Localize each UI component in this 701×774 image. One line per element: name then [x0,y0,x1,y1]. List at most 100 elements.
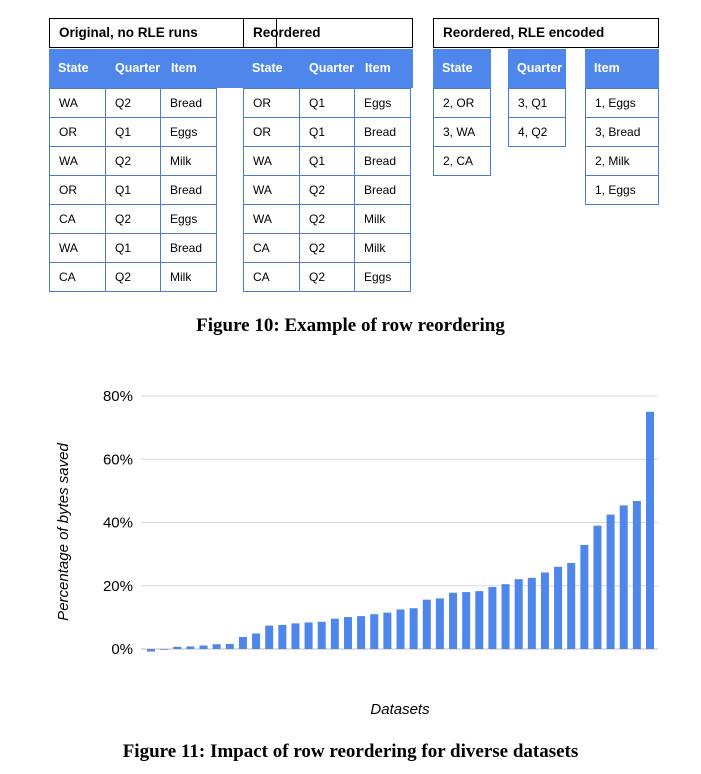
table-row: OR Q1 Eggs [243,88,413,118]
cell-quarter: Q1 [105,233,161,263]
table-row: CA Q2 Milk [49,262,277,292]
cell-quarter: Q2 [299,262,355,292]
y-tick-label: 40% [103,515,133,532]
cell-item: Eggs [160,117,217,147]
chart-bar [343,617,352,649]
table-row: CA Q2 Eggs [49,204,277,234]
cell-state: WA [49,146,106,176]
column-header-item: Item [365,61,391,75]
cell-item: Bread [354,146,411,176]
table-row: WA Q1 Bread [49,233,277,263]
cell-item: Eggs [354,262,411,292]
chart-bar [514,579,523,649]
chart-bar [238,636,247,649]
rle-cell-quarter: 4, Q2 [508,117,566,147]
table-body: WA Q2 Bread OR Q1 Eggs WA Q2 Milk OR Q1 Bread CA Q2 Eg… [49,88,277,292]
cell-quarter: Q1 [105,175,161,205]
chart-bar [580,544,589,649]
chart-bar [317,621,326,649]
cell-item: Eggs [160,204,217,234]
chart-bar [291,623,300,649]
cell-item: Milk [354,233,411,263]
chart-bar [501,584,510,649]
chart-bar [147,649,155,652]
chart-bar [186,646,195,649]
chart-bar [449,592,458,649]
rle-cell-item: 3, Bread [585,117,659,147]
chart-bar [619,505,628,649]
cell-state: OR [243,88,300,118]
cell-state: WA [243,204,300,234]
rle-cell-state: 2, OR [433,88,491,118]
chart-bar [265,625,274,649]
cell-quarter: Q2 [299,204,355,234]
table-header-row: State Quarter Item [433,49,659,88]
chart-bar [304,622,313,649]
cell-state: CA [243,233,300,263]
rle-column-item: 1, Eggs 3, Bread 2, Milk 1, Eggs [585,88,659,205]
cell-state: WA [49,233,106,263]
table-title: Reordered [243,18,413,48]
table-header-row: State Quarter Item [243,49,413,88]
cell-state: WA [243,175,300,205]
chart-bar [422,599,431,649]
chart-bar [173,646,182,649]
table-reordered: Reordered State Quarter Item OR Q1 Eggs OR Q… [243,18,413,292]
figure-11-caption: Figure 11: Impact of row reordering for … [122,741,579,762]
chart-bar [554,566,563,649]
table-row: WA Q2 Bread [243,175,413,205]
cell-quarter: Q1 [299,117,355,147]
table-title: Reordered, RLE encoded [433,18,659,48]
chart-bar [540,572,549,649]
cell-quarter: Q2 [299,233,355,263]
cell-quarter: Q2 [105,262,161,292]
x-axis-label: Datasets [370,701,430,718]
column-header-state: State [252,61,283,75]
cell-state: CA [49,204,106,234]
cell-item: Bread [160,175,217,205]
table-row: OR Q1 Bread [49,175,277,205]
table-row: CA Q2 Milk [243,233,413,263]
cell-quarter: Q2 [105,204,161,234]
table-original: Original, no RLE runs State Quarter Item… [49,18,277,292]
cell-item: Bread [160,88,217,118]
chart-bar [409,608,418,649]
chart-bar [330,618,339,649]
table-rle: Reordered, RLE encoded State Quarter Ite… [433,18,659,205]
cell-state: CA [49,262,106,292]
chart-bar [593,525,602,649]
cell-item: Eggs [354,88,411,118]
chart-bar [632,501,641,649]
cell-quarter: Q2 [105,88,161,118]
column-header-item: Item [585,49,659,88]
table-row: WA Q1 Bread [243,146,413,176]
bar-chart: 0% 20% 40% 60% 80% Percentage of bytes saved… [55,388,658,718]
y-tick-label: 60% [103,451,133,468]
rle-cell-state: 2, CA [433,146,491,176]
table-row: CA Q2 Eggs [243,262,413,292]
chart-bar [383,612,392,649]
chart-bar [370,614,379,649]
y-tick-label: 20% [103,578,133,595]
cell-item: Milk [354,204,411,234]
chart-bar [475,591,484,649]
rle-cell-state: 3, WA [433,117,491,147]
chart-bar [199,645,208,649]
cell-state: CA [243,262,300,292]
chart-bar [527,577,536,649]
rle-cell-quarter: 3, Q1 [508,88,566,118]
column-header-state: State [433,49,491,88]
cell-state: OR [49,117,106,147]
y-axis-label: Percentage of bytes saved [55,443,72,621]
cell-state: WA [49,88,106,118]
chart-bar [462,592,471,649]
column-header-item: Item [171,61,197,75]
cell-item: Milk [160,262,217,292]
cell-item: Bread [160,233,217,263]
y-tick-label: 80% [103,388,133,405]
cell-quarter: Q1 [105,117,161,147]
chart-bar [225,643,234,649]
table-row: WA Q2 Bread [49,88,277,118]
chart-bar [606,514,615,649]
chart-bar [488,587,497,649]
